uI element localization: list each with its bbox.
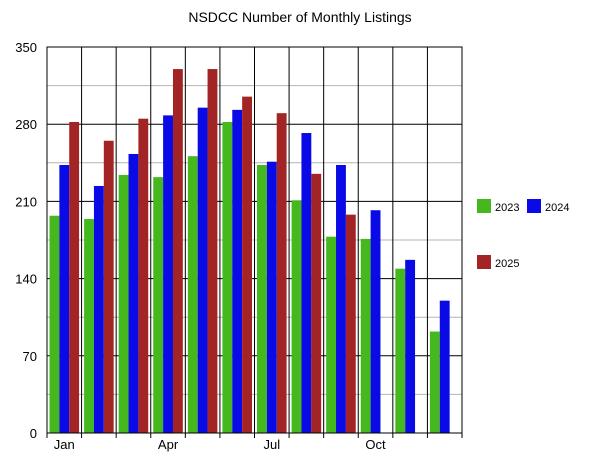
axes-layer (46, 46, 463, 438)
x-tick-label: Jul (263, 437, 280, 452)
bar-2023-jul (257, 165, 267, 433)
bar-2024-oct (370, 210, 381, 433)
y-tick-label: 70 (23, 349, 37, 364)
x-tick-label: Oct (365, 437, 386, 452)
legend: 2023 2024 2025 (477, 199, 569, 270)
bar-2023-may (187, 156, 198, 433)
x-tick-label: Jan (54, 437, 75, 452)
y-tick-label: 140 (15, 272, 37, 287)
bar-2025-jul (276, 113, 287, 434)
chart-title: NSDCC Number of Monthly Listings (188, 9, 412, 25)
bar-2025-sep (345, 214, 356, 433)
bar-2025-jun (242, 96, 252, 433)
bar-2023-mar (118, 174, 129, 433)
y-tick-label: 0 (30, 426, 37, 441)
legend-label-2023: 2023 (495, 202, 519, 214)
bar-2024-nov (405, 259, 416, 433)
bar-2024-jul (266, 161, 277, 433)
bar-2023-oct (360, 238, 371, 433)
bar-2024-aug (301, 133, 312, 433)
bar-2024-may (197, 107, 208, 434)
bar-2023-jun (222, 121, 233, 433)
legend-label-2025: 2025 (495, 258, 519, 270)
bar-2025-apr (172, 69, 183, 434)
bar-2023-feb (84, 219, 94, 433)
bar-2024-sep (336, 165, 346, 433)
bar-2025-mar (138, 118, 149, 433)
bar-2023-dec (429, 331, 440, 433)
bar-2023-apr (153, 177, 164, 433)
legend-swatch-2025 (477, 255, 491, 269)
bar-2025-jan (69, 121, 80, 433)
bar-2024-mar (128, 153, 139, 433)
bar-2023-nov (395, 268, 406, 433)
legend-swatch-2024 (527, 199, 541, 213)
bar-2023-sep (326, 236, 337, 433)
legend-swatch-2023 (477, 199, 491, 213)
bar-2024-dec (439, 300, 450, 433)
bar-2024-feb (93, 185, 104, 433)
bars-layer (49, 69, 450, 434)
bar-2023-aug (291, 200, 302, 433)
y-tick-label: 350 (15, 40, 37, 55)
legend-label-2024: 2024 (545, 202, 569, 214)
bar-2025-feb (103, 140, 114, 433)
labels-layer: 0 70 140 210 280 350 Jan Apr Jul Oct (15, 40, 386, 452)
bar-2024-apr (163, 115, 173, 434)
bar-2025-may (207, 69, 218, 434)
x-tick-label: Apr (158, 437, 179, 452)
bar-2023-jan (49, 215, 60, 433)
y-tick-label: 210 (15, 194, 37, 209)
y-tick-label: 280 (15, 117, 37, 132)
bar-2024-jan (59, 165, 70, 433)
bar-2024-jun (232, 109, 243, 433)
bar-2025-aug (311, 173, 322, 434)
